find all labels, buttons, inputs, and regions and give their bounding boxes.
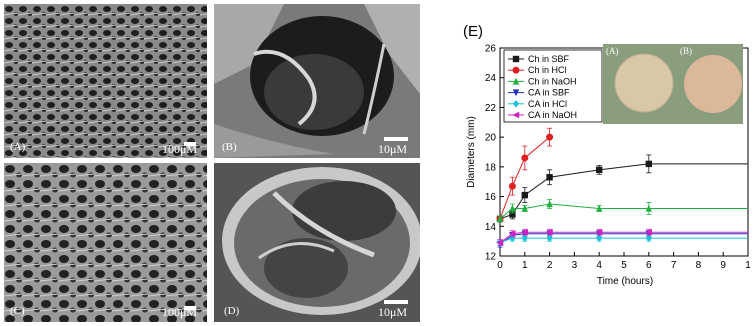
scaffold-disc-b [684,55,742,113]
legend-entry: Ch in NaOH [528,76,577,86]
data-point [521,204,528,212]
series-line [499,136,550,220]
data-point [596,204,603,212]
legend-entry: Ch in HCl [528,65,567,75]
scale-bar-d [384,300,408,304]
scaffold-disc-a [614,53,674,113]
data-point [596,166,603,174]
legend-entry: CA in SBF [528,88,570,98]
data-point [545,229,553,236]
y-tick-label: 26 [485,44,497,55]
x-tick-label: 1 [745,260,751,271]
data-point [509,211,516,218]
x-tick-label: 5 [621,260,627,271]
data-point [521,191,528,199]
y-tick-label: 14 [485,222,497,233]
series-ca-in-naoh [496,228,748,247]
x-tick-label: 7 [671,260,677,271]
x-tick-label: 2 [547,260,553,271]
legend-swatch-marker [512,77,520,85]
legend-entry: Ch in SBF [528,54,570,64]
inset-label-b: (B) [680,46,692,56]
y-tick-label: 18 [485,162,497,173]
series-ca-in-sbf [496,230,748,248]
y-ticks: 12 14 16 18 20 22 24 26 [485,44,504,263]
series-line [499,237,748,244]
scale-text-b: 10μM [378,142,408,156]
scale-bar-c [184,306,196,310]
micrograph-c: (C) 100μM [4,163,207,322]
legend-swatch-marker [512,111,520,119]
data-point [645,160,652,168]
y-tick-label: 16 [485,192,497,203]
data-point [496,215,504,223]
x-tick-label: 0 [497,260,503,271]
micrograph-a: (A) 100μM [4,4,207,158]
series-layer [496,127,748,248]
y-tick-label: 12 [485,252,497,263]
y-tick-label: 24 [485,73,497,84]
panel-label-b: (B) [222,141,237,153]
panel-label-c: (C) [10,305,25,317]
series-ch-in-naoh [496,199,748,223]
data-point [546,174,553,181]
legend-swatch-marker [512,100,520,108]
scale-bar-a [184,142,196,146]
x-tick-label: 1 [522,260,528,271]
inset-label-a: (A) [606,46,619,56]
scale-text-d: 10μM [378,305,408,319]
data-point [521,229,528,236]
series-line [499,203,748,220]
photo-inset: (A) (B) [603,44,743,124]
x-tick-label: 6 [646,260,652,271]
micrograph-d: (D) 10μM [214,163,420,322]
micrograph-c-texture [4,163,207,322]
micrograph-b: (B) 10μM [214,4,420,158]
series-line [499,233,748,245]
x-tick-label: 3 [572,260,578,271]
chart-tag: (E) [463,23,483,40]
series-ca-in-hcl [496,234,748,247]
micrograph-a-texture [4,4,207,158]
y-tick-label: 22 [485,103,497,114]
scale-text-a: 100μM [162,142,198,156]
x-axis-label: Time (hours) [597,276,653,287]
scale-text-c: 100μM [162,305,198,319]
legend-swatch-marker [512,66,520,74]
x-ticks: 0 1 2 3 4 5 6 7 8 9 1 [497,252,751,271]
x-tick-label: 9 [720,260,726,271]
panel-label-d: (D) [224,305,240,317]
data-point [509,204,516,212]
micrograph-b-texture [214,4,420,158]
data-point [546,200,553,208]
micrograph-d-texture [214,163,420,322]
x-tick-label: 4 [596,260,602,271]
data-point [496,239,504,246]
data-point [508,230,516,237]
legend-swatch-marker [512,89,520,97]
data-point [645,229,652,236]
legend-entry: CA in HCl [528,99,567,109]
panel-label-a: (A) [10,141,26,153]
x-tick-label: 8 [696,260,702,271]
data-point [645,204,652,212]
data-point [521,154,529,162]
series-line [499,163,748,220]
series-ch-in-sbf [496,154,748,223]
legend-swatch-marker [512,55,520,63]
data-point [546,133,554,141]
legend-entry: CA in NaOH [528,110,577,120]
scale-bar-b [384,137,408,141]
data-point [508,182,516,190]
y-axis-label: Diameters (mm) [466,116,477,188]
y-tick-label: 20 [485,133,497,144]
data-point [595,229,603,236]
